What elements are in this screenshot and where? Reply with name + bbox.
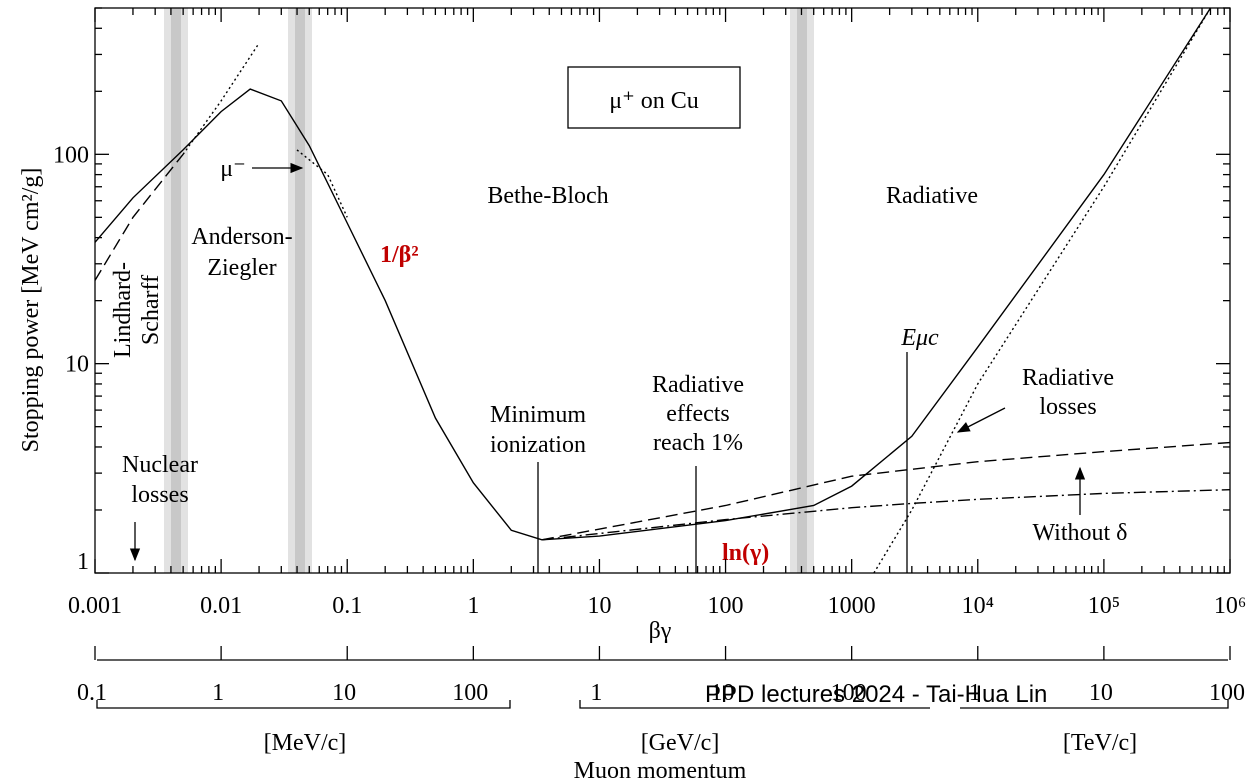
unit-label: [MeV/c] xyxy=(264,730,347,756)
x-axis-label: βγ xyxy=(649,618,672,644)
x-tick-label: 10⁵ xyxy=(1088,593,1120,619)
big-label: 1/β² xyxy=(380,242,419,268)
momentum-tick-label: 10 xyxy=(711,680,735,706)
annotation: Scharff xyxy=(138,275,164,345)
momentum-tick-label: 10 xyxy=(1089,680,1113,706)
plot-frame xyxy=(94,7,1231,574)
momentum-brackets xyxy=(96,700,1229,709)
x-tick-label: 10⁴ xyxy=(962,593,994,619)
momentum-label: Muon momentum xyxy=(574,758,747,784)
line-series xyxy=(95,153,184,281)
y-tick-label: 1 xyxy=(77,549,89,575)
annotation: μ⁻ xyxy=(220,156,246,182)
annotation: Minimum xyxy=(490,402,586,428)
line-series xyxy=(873,8,1212,573)
line-series xyxy=(541,441,1230,541)
annotation: reach 1% xyxy=(653,430,743,456)
line-series xyxy=(541,489,1230,541)
x-tick-label: 10 xyxy=(587,593,611,619)
line-series xyxy=(182,42,260,155)
momentum-tick-label: 100 xyxy=(1209,680,1245,706)
unit-label: [GeV/c] xyxy=(641,730,720,756)
annotation: ionization xyxy=(490,432,586,458)
annotation: Radiative xyxy=(886,183,978,209)
annotation: Bethe-Bloch xyxy=(487,183,608,209)
momentum-tick-label: 1 xyxy=(969,680,981,706)
annotation: effects xyxy=(666,401,730,427)
annotation: Ziegler xyxy=(207,255,276,281)
band xyxy=(797,8,807,573)
band xyxy=(295,8,305,573)
momentum-tick-label: 1 xyxy=(212,680,224,706)
momentum-tick-label: 10 xyxy=(332,680,356,706)
chart-title: μ⁺ on Cu xyxy=(609,88,699,114)
x-tick-label: 1000 xyxy=(828,593,876,619)
annotation: Nuclear xyxy=(122,452,198,478)
annotation: Lindhard- xyxy=(110,262,136,358)
annotation: Radiative xyxy=(1022,365,1114,391)
x-tick-label: 0.1 xyxy=(332,593,362,619)
annotation: Without δ xyxy=(1032,520,1127,546)
arrow xyxy=(956,407,1006,433)
momentum-tick-label: 100 xyxy=(452,680,488,706)
y-tick-label: 100 xyxy=(53,142,89,168)
unit-label: [TeV/c] xyxy=(1063,730,1137,756)
momentum-tick-label: 0.1 xyxy=(77,680,107,706)
momentum-tick-label: 100 xyxy=(831,680,867,706)
line-series xyxy=(296,149,348,218)
annotation: Anderson- xyxy=(191,224,292,250)
title-box xyxy=(567,66,741,129)
x-tick-label: 1 xyxy=(467,593,479,619)
x-tick-label: 100 xyxy=(708,593,744,619)
line-series xyxy=(95,8,1212,541)
big-label: ln(γ) xyxy=(722,540,769,566)
band xyxy=(171,8,181,573)
y-axis-label: Stopping power [MeV cm²/g] xyxy=(18,168,44,453)
y-tick-label: 10 xyxy=(65,352,89,378)
annotation: Eμc xyxy=(900,325,939,351)
annotation: losses xyxy=(1039,394,1096,420)
x-tick-label: 10⁶ xyxy=(1214,593,1246,619)
annotation: losses xyxy=(131,482,188,508)
annotation: Radiative xyxy=(652,372,744,398)
momentum-tick-label: 1 xyxy=(590,680,602,706)
footer: PPD lectures 2024 - Tai-Hua Lin xyxy=(705,681,1047,708)
x-tick-label: 0.001 xyxy=(68,593,122,619)
x-tick-label: 0.01 xyxy=(200,593,242,619)
